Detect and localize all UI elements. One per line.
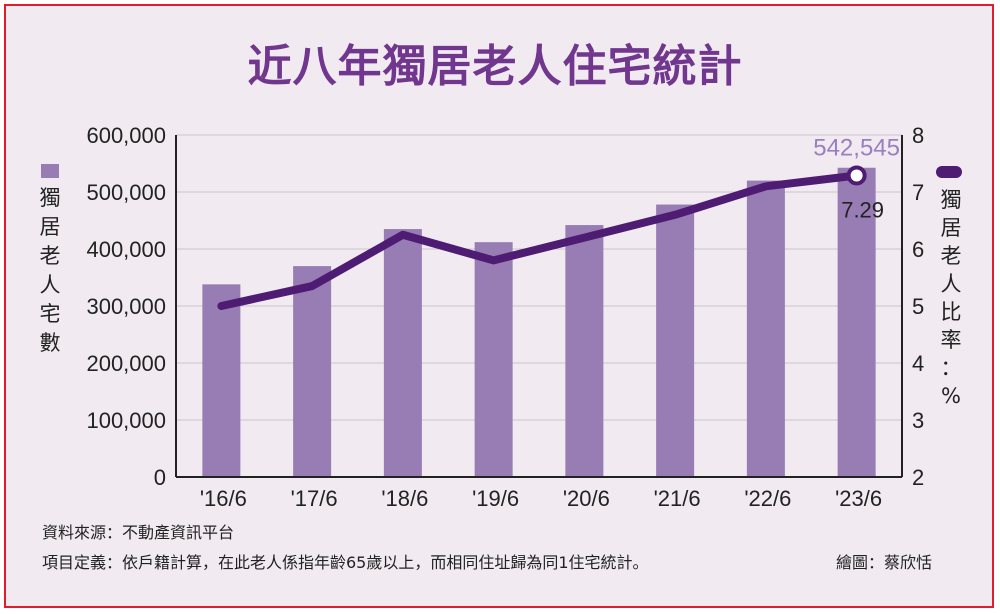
bar	[837, 167, 876, 478]
right-axis-label-char: %	[941, 384, 961, 408]
right-axis-label-char: 老	[941, 244, 962, 268]
right-axis-label-char: 人	[941, 272, 962, 296]
bar-series	[202, 167, 876, 478]
line-series	[217, 165, 867, 310]
right-axis-label-char: ：	[941, 356, 962, 380]
bar	[746, 180, 785, 477]
bar-value-label: 542,545	[813, 134, 900, 161]
right-axis-label-char: 居	[941, 216, 962, 240]
left-tick-label: 100,000	[86, 408, 166, 433]
left-tick-label: 200,000	[86, 351, 166, 376]
left-axis-label-char: 居	[40, 215, 61, 239]
data-labels: 542,545 7.29	[813, 134, 900, 222]
right-tick-label: 4	[912, 351, 924, 376]
ratio-line	[217, 171, 861, 310]
left-tick-label: 300,000	[86, 294, 166, 319]
line-value-label: 7.29	[841, 197, 884, 222]
axes	[175, 135, 903, 478]
right-axis-label-char: 比	[941, 300, 962, 324]
bar	[202, 284, 241, 477]
left-axis-label-char: 宅	[40, 302, 61, 326]
right-tick-label: 3	[912, 408, 924, 433]
x-tick-label: '23/6	[835, 486, 882, 511]
x-tick-label: '16/6	[200, 486, 247, 511]
left-tick-labels: 0 100,000 200,000 300,000 400,000 500,000 600,…	[86, 123, 166, 490]
right-tick-label: 8	[912, 123, 924, 148]
right-axis-label-char: 獨	[941, 188, 962, 212]
right-axis-label-char: 率	[941, 328, 962, 352]
definition-note: 項目定義：依戶籍計算，在此老人係指年齡65歲以上，而相同住址歸為同1住宅統計。	[42, 553, 649, 572]
left-tick-label: 600,000	[86, 123, 166, 148]
source-note: 資料來源：不動產資訊平台	[42, 523, 235, 542]
left-tick-label: 0	[154, 465, 166, 490]
bar	[656, 204, 695, 478]
left-axis-label-char: 老	[40, 244, 61, 268]
right-tick-label: 7	[912, 180, 924, 205]
bar	[565, 225, 604, 477]
right-tick-label: 5	[912, 294, 924, 319]
bar	[293, 266, 332, 477]
x-tick-label: '20/6	[563, 486, 610, 511]
x-tick-label: '22/6	[744, 486, 791, 511]
x-tick-labels: '16/6 '17/6 '18/6 '19/6 '20/6 '21/6 '22/6 '23/6	[200, 486, 882, 511]
right-tick-labels: 2 3 4 5 6 7 8	[912, 123, 924, 490]
x-tick-label: '19/6	[472, 486, 519, 511]
left-axis-label-char: 數	[40, 331, 61, 355]
chart-title: 近八年獨居老人住宅統計	[247, 41, 743, 92]
right-tick-label: 6	[912, 237, 924, 262]
bar	[383, 229, 422, 477]
x-tick-label: '21/6	[654, 486, 701, 511]
grid-lines	[176, 134, 902, 421]
x-tick-label: '17/6	[291, 486, 338, 511]
right-tick-label: 2	[912, 465, 924, 490]
credit-note: 繪圖：蔡欣恬	[836, 553, 933, 572]
left-axis-label-char: 獨	[40, 186, 61, 210]
bar	[474, 242, 513, 477]
bar-legend-swatch	[41, 164, 59, 178]
left-tick-label: 400,000	[86, 237, 166, 262]
x-tick-label: '18/6	[381, 486, 428, 511]
left-tick-label: 500,000	[86, 180, 166, 205]
ratio-end-marker	[846, 165, 867, 186]
left-axis-label-char: 人	[40, 273, 61, 297]
